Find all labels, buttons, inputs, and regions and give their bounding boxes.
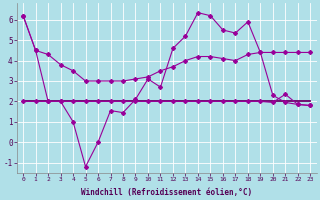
- X-axis label: Windchill (Refroidissement éolien,°C): Windchill (Refroidissement éolien,°C): [81, 188, 252, 197]
